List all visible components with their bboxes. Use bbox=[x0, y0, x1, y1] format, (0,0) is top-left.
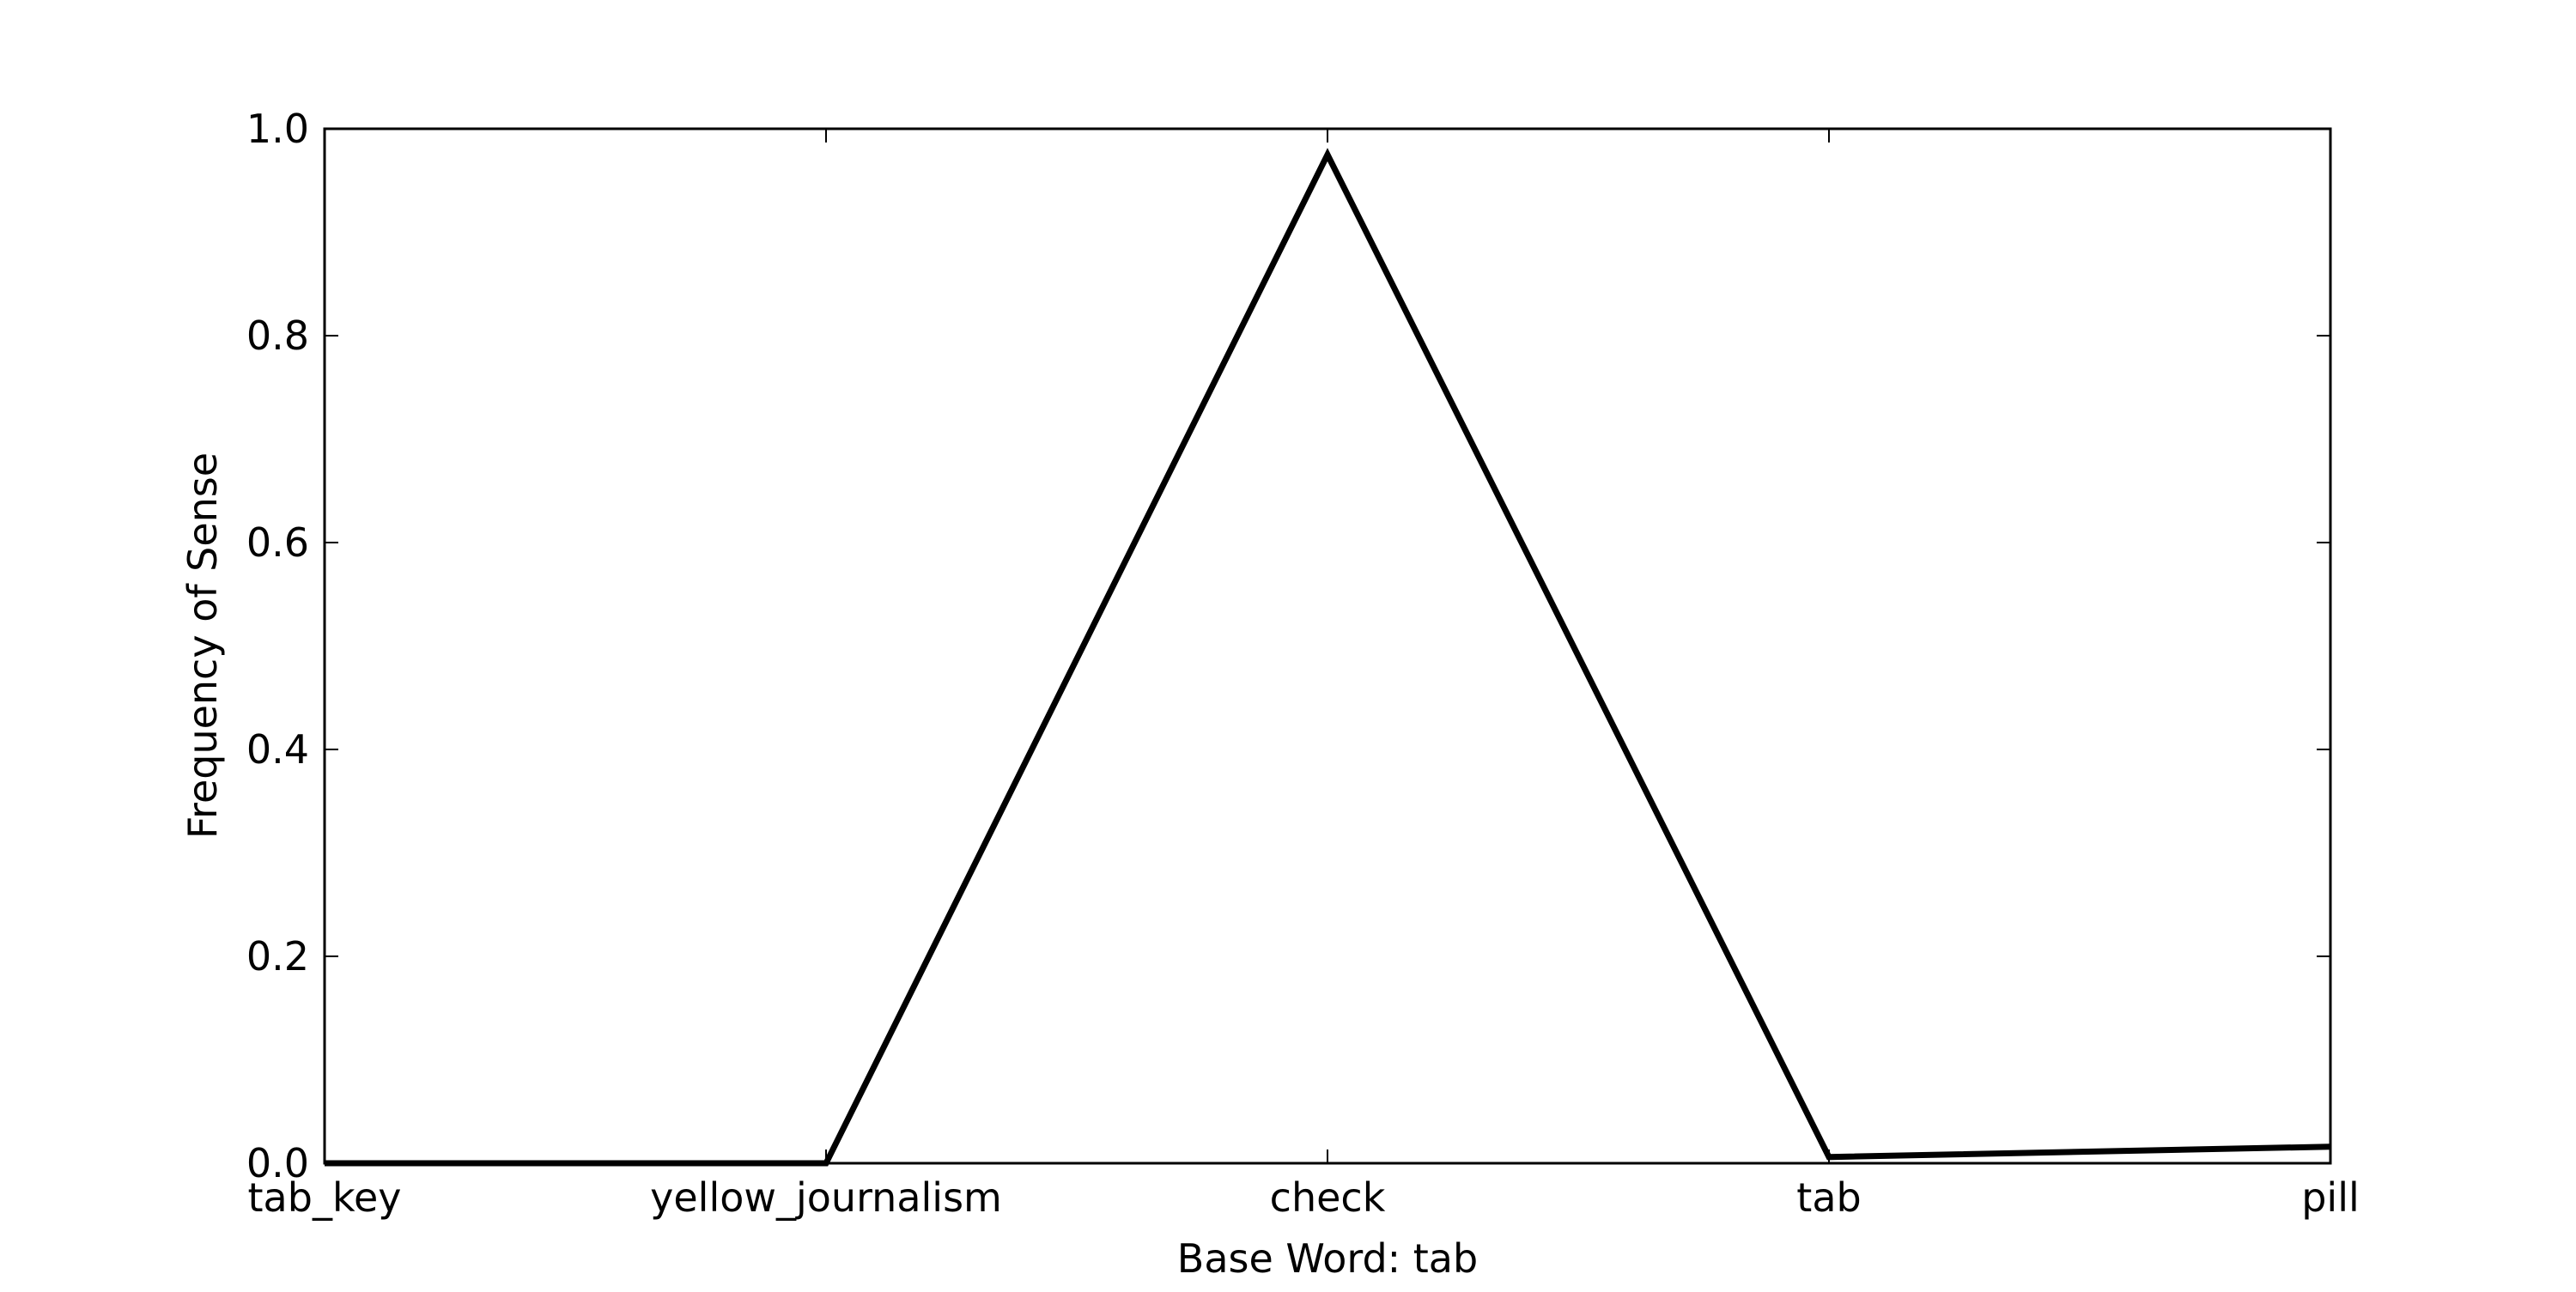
x-tick-label: pill bbox=[2301, 1174, 2360, 1221]
y-tick-label: 0.6 bbox=[246, 519, 309, 566]
y-axis-label: Frequency of Sense bbox=[179, 452, 226, 839]
y-tick-label: 0.4 bbox=[246, 726, 309, 773]
series-layer bbox=[325, 155, 2330, 1163]
plot-area-frame bbox=[325, 129, 2330, 1163]
y-tick-label: 1.0 bbox=[246, 106, 309, 152]
x-axis-label: Base Word: tab bbox=[1177, 1235, 1478, 1282]
y-tick-label: 0.2 bbox=[246, 933, 309, 980]
x-tick-label: tab bbox=[1796, 1174, 1861, 1221]
x-tick-label: tab_key bbox=[248, 1174, 402, 1221]
series-line bbox=[325, 155, 2330, 1163]
y-axis: 0.00.20.40.60.81.0 bbox=[246, 106, 2330, 1186]
x-axis: tab_key yellow_journalism check tab pill bbox=[248, 129, 2360, 1221]
x-tick-label: yellow_journalism bbox=[650, 1174, 1002, 1221]
x-tick-label: check bbox=[1270, 1174, 1386, 1221]
y-tick-label: 0.8 bbox=[246, 312, 309, 359]
